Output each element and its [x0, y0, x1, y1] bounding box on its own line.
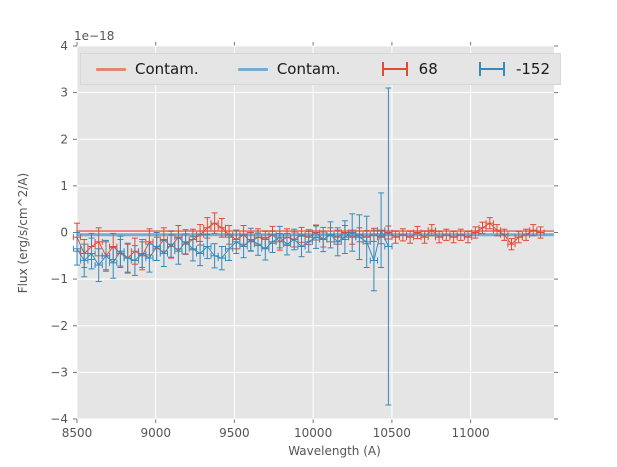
red-line-swatch-icon: [96, 67, 126, 71]
legend-item-minus152: -152: [477, 60, 550, 78]
legend-item-contam-blue: Contam.: [237, 59, 341, 78]
legend-label: 68: [418, 59, 438, 78]
svg-text:0: 0: [60, 226, 68, 240]
svg-text:9500: 9500: [219, 426, 250, 440]
legend-item-contam-red: Contam.: [96, 59, 199, 78]
legend-label: -152: [515, 59, 550, 78]
y-axis-offset-text: 1e−18: [74, 29, 115, 43]
blue-errorbar-marker-icon: [478, 62, 505, 76]
legend-item-68: 68: [380, 60, 438, 78]
legend-label: Contam.: [276, 59, 341, 78]
red-errorbar-marker-icon: [381, 62, 408, 76]
svg-text:1: 1: [60, 179, 68, 193]
blue-line-swatch-icon: [237, 67, 268, 71]
svg-text:10500: 10500: [373, 426, 411, 440]
svg-text:9000: 9000: [140, 426, 171, 440]
svg-text:−1: −1: [50, 272, 68, 286]
svg-text:11000: 11000: [451, 426, 489, 440]
svg-text:−4: −4: [50, 412, 68, 426]
svg-text:−2: −2: [50, 319, 68, 333]
svg-text:−3: −3: [50, 365, 68, 379]
legend-label: Contam.: [135, 59, 199, 78]
x-axis-label: Wavelength (A): [288, 444, 381, 458]
svg-text:4: 4: [60, 39, 68, 53]
svg-text:10000: 10000: [294, 426, 332, 440]
legend: Contam. Contam. 68 -152: [80, 53, 561, 85]
svg-text:2: 2: [60, 132, 68, 146]
svg-text:8500: 8500: [62, 426, 93, 440]
y-axis-label: Flux (erg/s/cm^2/A): [16, 172, 30, 294]
svg-text:3: 3: [60, 86, 68, 100]
